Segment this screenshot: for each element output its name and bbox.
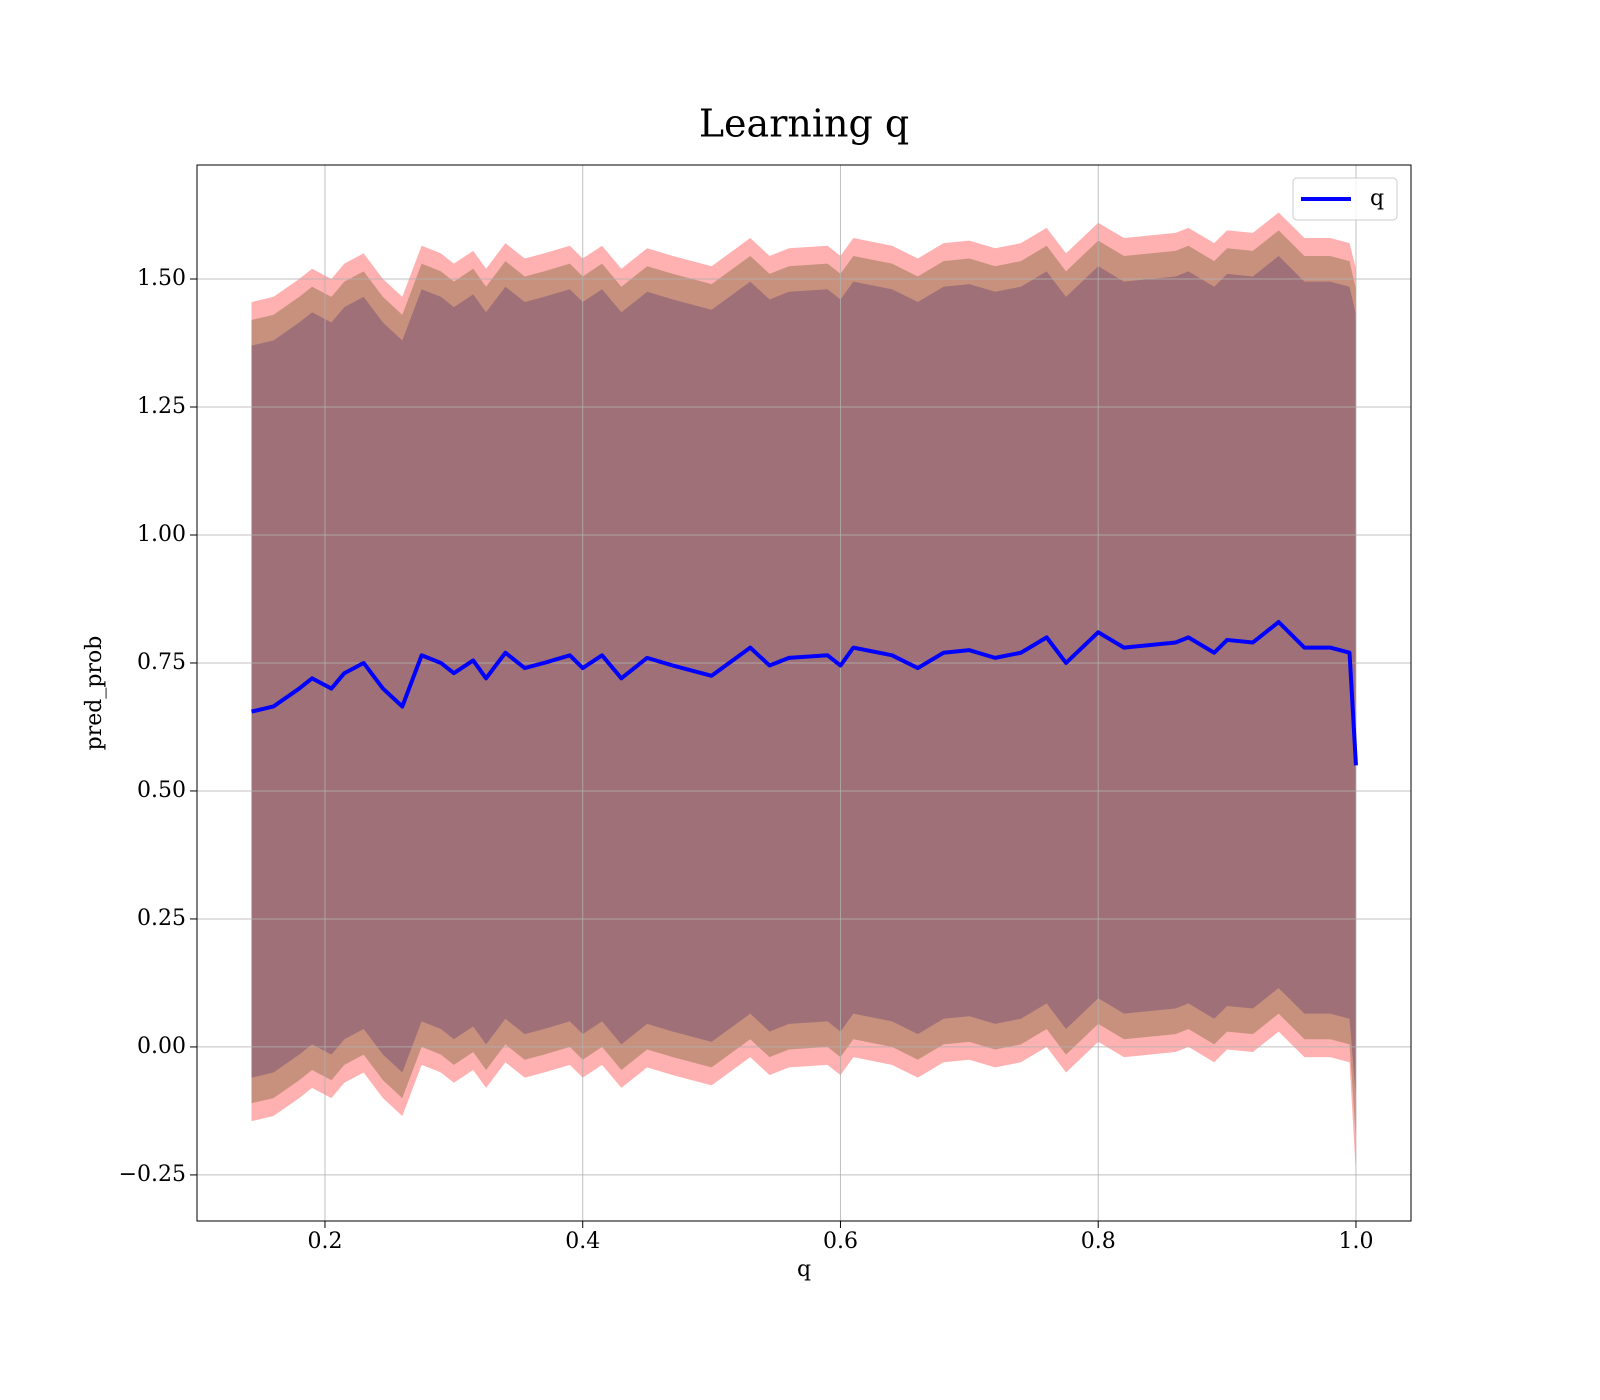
y-tick-label: 1.00 — [137, 522, 186, 547]
x-tick-label: 1.0 — [1338, 1229, 1373, 1254]
y-tick-label: 0.25 — [137, 906, 186, 931]
y-tick-label: 1.50 — [137, 266, 186, 291]
axes-frame — [196, 164, 1412, 1222]
x-tick-label: 0.4 — [565, 1229, 600, 1254]
x-axis-label: q — [797, 1257, 811, 1282]
legend-label: q — [1370, 186, 1384, 211]
x-tick-label: 0.2 — [307, 1229, 342, 1254]
y-tick-label: 0.50 — [137, 778, 186, 803]
x-tick-label: 0.6 — [823, 1229, 858, 1254]
band — [251, 255, 1356, 1099]
y-tick-label: 0.75 — [137, 650, 186, 675]
line — [251, 620, 1358, 766]
y-tick-label: −0.25 — [119, 1162, 186, 1187]
y-axis-label: pred_prob — [82, 636, 107, 751]
x-tick-label: 0.8 — [1081, 1229, 1116, 1254]
y-tick-label: 1.25 — [137, 394, 186, 419]
chart-title: Learning q — [699, 102, 909, 146]
y-tick-label: 0.00 — [137, 1034, 186, 1059]
